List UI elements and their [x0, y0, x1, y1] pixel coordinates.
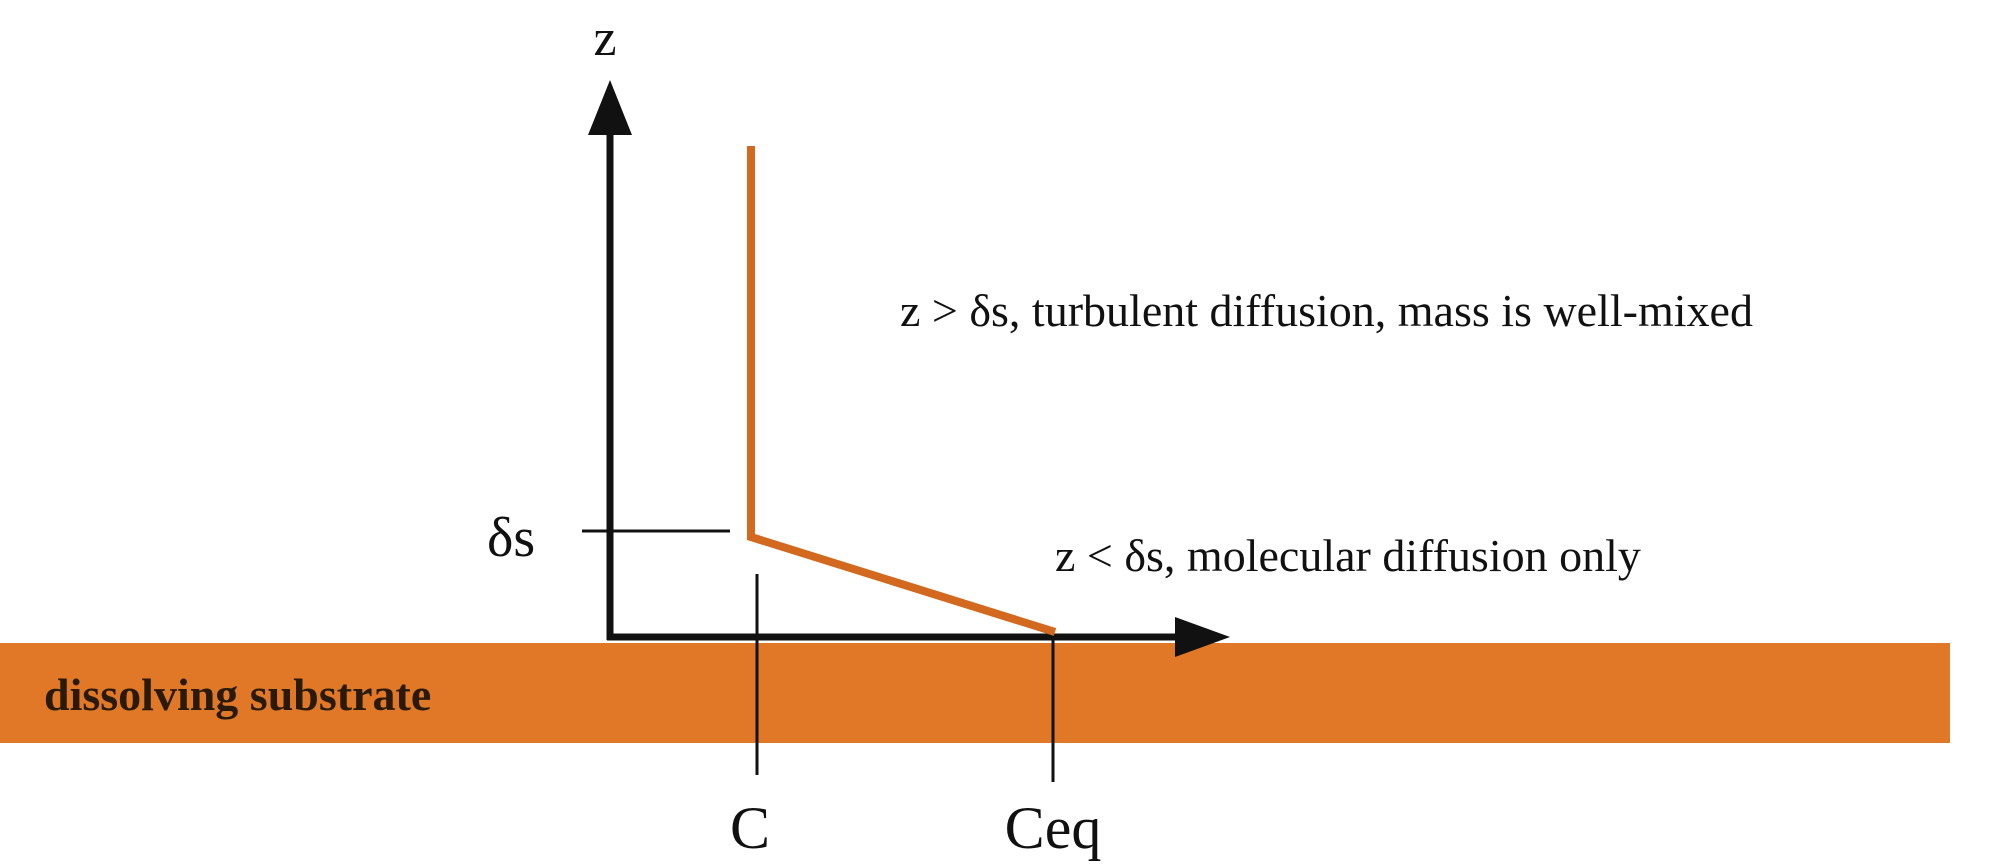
substrate-label: dissolving substrate: [44, 669, 431, 720]
z-axis-arrowhead: [588, 80, 632, 135]
turbulent-region-annotation: z > δs, turbulent diffusion, mass is wel…: [900, 285, 1753, 336]
c-label: C: [730, 795, 770, 861]
ceq-label: Ceq: [1005, 795, 1102, 861]
delta-s-label: δs: [487, 507, 535, 569]
substrate-band: [0, 643, 1950, 743]
z-axis-label: z: [593, 10, 616, 67]
molecular-region-annotation: z < δs, molecular diffusion only: [1055, 530, 1641, 581]
concentration-profile: [747, 146, 1057, 636]
concentration-axis-arrowhead: [1175, 617, 1230, 657]
